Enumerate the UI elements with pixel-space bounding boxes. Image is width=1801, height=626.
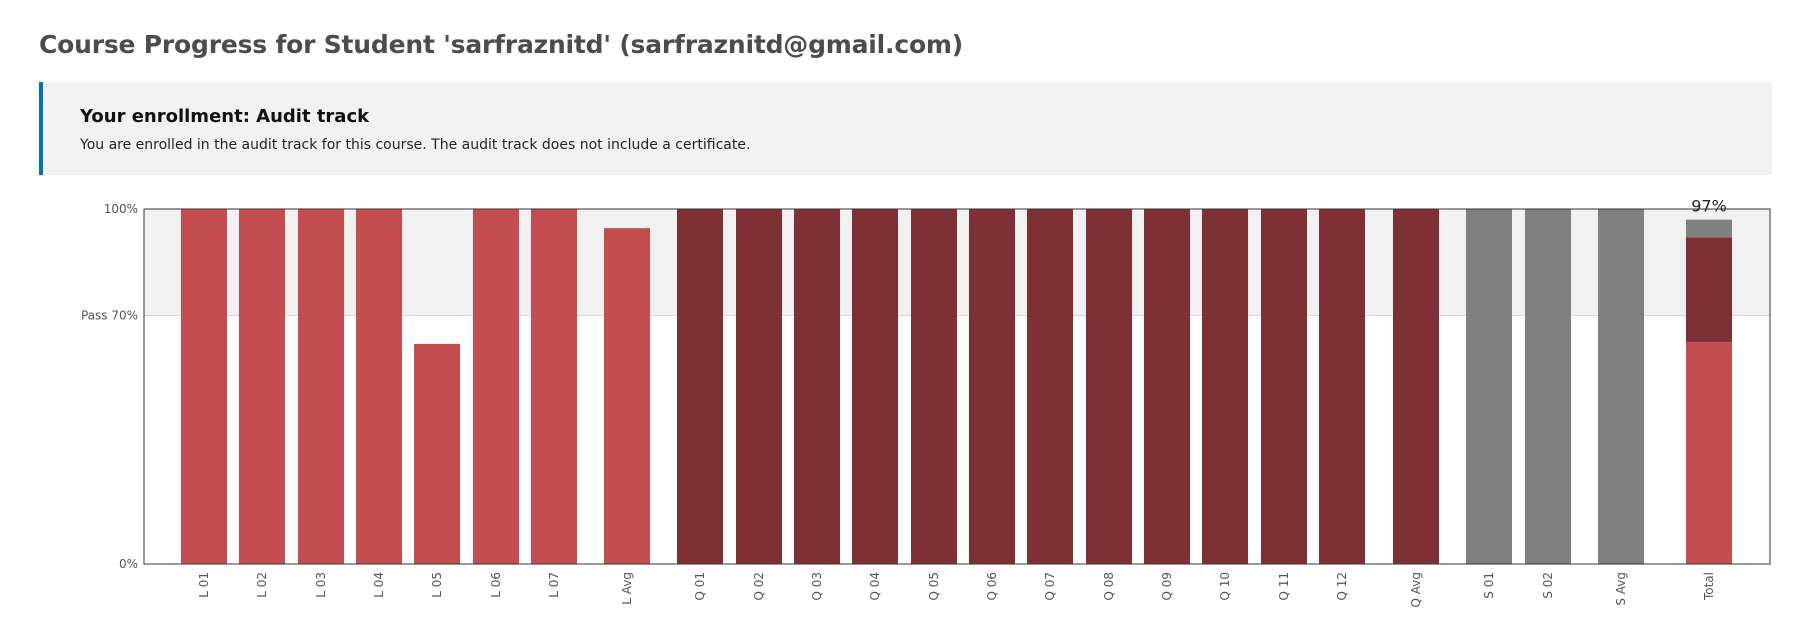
bar-l-04 (356, 209, 402, 564)
bar-q-01 (677, 209, 723, 564)
total-bar-segment-survey (1686, 219, 1732, 238)
bar-q-avg (1393, 209, 1439, 564)
x-category-label: Q 05 (927, 572, 941, 601)
bar-q-02 (736, 209, 782, 564)
x-category-label: Q 07 (1043, 572, 1057, 601)
bar-q-05 (911, 209, 957, 564)
bar-q-11 (1261, 209, 1307, 564)
x-category-label: L 04 (372, 572, 386, 598)
bar-s-avg (1598, 209, 1644, 564)
bar-l-05 (414, 343, 460, 564)
bar-l-06 (473, 209, 519, 564)
x-category-label: Q Avg (1409, 572, 1423, 607)
y-tick-label: 100% (104, 202, 138, 216)
bar-q-10 (1202, 209, 1248, 564)
x-category-label: Q 04 (868, 572, 882, 601)
x-category-label: L 05 (430, 572, 444, 598)
page-title: Course Progress for Student 'sarfraznitd… (39, 30, 963, 59)
bar-l-01 (181, 209, 227, 564)
bar-q-08 (1086, 209, 1132, 564)
x-category-label: L 02 (255, 572, 269, 598)
bar-q-06 (969, 209, 1015, 564)
bar-q-12 (1319, 209, 1365, 564)
x-category-label: Q 08 (1102, 572, 1116, 601)
x-category-label: Q 03 (810, 572, 824, 601)
bar-q-04 (852, 209, 898, 564)
y-tick-label: 0% (119, 557, 138, 571)
bar-l-02 (239, 209, 285, 564)
bar-q-09 (1144, 209, 1190, 564)
bar-l-07 (531, 209, 577, 564)
x-category-label: Q 01 (693, 572, 707, 601)
enrollment-message: You are enrolled in the audit track for … (80, 137, 751, 153)
plot-frame (143, 208, 1771, 565)
bar-q-03 (794, 209, 840, 564)
x-category-label: S Avg (1614, 572, 1628, 606)
x-category-label: Q 11 (1277, 572, 1291, 601)
x-category-label: Total (1702, 572, 1716, 601)
x-category-label: Q 12 (1335, 572, 1349, 601)
x-category-label: Q 09 (1160, 572, 1174, 601)
bar-q-07 (1027, 209, 1073, 564)
bar-s-01 (1466, 209, 1512, 564)
x-category-label: L Avg (620, 572, 634, 605)
total-bar-segment-quiz (1686, 237, 1732, 343)
x-category-label: S 02 (1541, 572, 1555, 599)
x-category-label: L 01 (197, 572, 211, 598)
x-category-label: L 06 (489, 572, 503, 598)
x-category-label: Q 10 (1218, 572, 1232, 601)
enrollment-title: Your enrollment: Audit track (80, 106, 370, 127)
x-category-label: L 03 (314, 572, 328, 598)
enrollment-notice: Your enrollment: Audit track You are enr… (39, 82, 1772, 175)
total-value-label: 97% (1691, 197, 1727, 216)
total-bar-segment-lab (1686, 342, 1732, 564)
x-category-label: L 07 (547, 572, 561, 598)
bar-l-avg (604, 228, 650, 565)
bar-l-03 (298, 209, 344, 564)
y-tick-label: Pass 70% (81, 309, 138, 323)
bar-s-02 (1525, 209, 1571, 564)
x-category-label: Q 02 (752, 572, 766, 601)
x-category-label: Q 06 (985, 572, 999, 601)
x-category-label: S 01 (1482, 572, 1496, 599)
